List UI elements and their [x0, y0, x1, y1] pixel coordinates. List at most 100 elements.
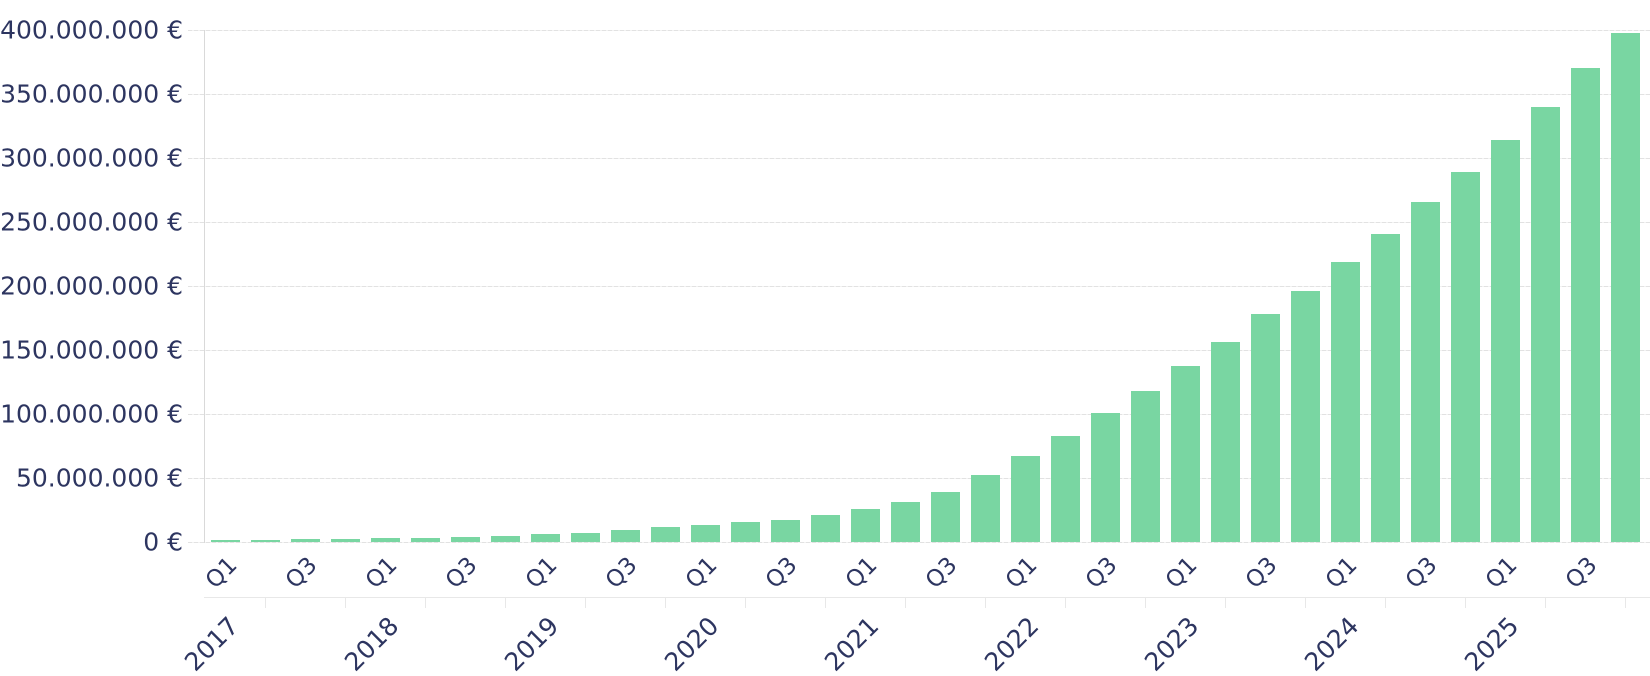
- bar-2024-Q2[interactable]: [1370, 233, 1400, 542]
- bar-2022-Q3[interactable]: [1090, 412, 1120, 542]
- bar-2019-Q2[interactable]: [570, 532, 600, 542]
- year-label: 2024: [1299, 611, 1365, 676]
- y-axis-tick-label: 150.000.000 €: [0, 335, 183, 365]
- bar-2017-Q1[interactable]: [210, 540, 240, 542]
- bar-2021-Q2[interactable]: [890, 502, 920, 542]
- quarter-label: Q3: [1241, 552, 1283, 594]
- bar-2019-Q3[interactable]: [610, 530, 640, 542]
- quarter-label: Q3: [281, 552, 323, 594]
- quarter-label: Q1: [681, 552, 723, 594]
- quarter-label: Q1: [1161, 552, 1203, 594]
- quarter-label: Q3: [1561, 552, 1603, 594]
- year-label: 2020: [659, 611, 725, 676]
- year-axis-tick: [1225, 597, 1226, 608]
- bar-2025-Q3[interactable]: [1570, 67, 1600, 542]
- quarter-label: Q3: [1401, 552, 1443, 594]
- year-axis-tick: [1625, 597, 1626, 608]
- quarter-label: Q3: [1081, 552, 1123, 594]
- quarter-label: Q1: [841, 552, 883, 594]
- y-axis-tick-label: 250.000.000 €: [0, 207, 183, 237]
- bar-2020-Q2[interactable]: [730, 522, 760, 542]
- bar-2025-Q4[interactable]: [1610, 33, 1640, 542]
- y-axis-tick-label: 400.000.000 €: [0, 15, 183, 45]
- bar-2024-Q3[interactable]: [1410, 201, 1440, 542]
- gridline-150000000: [188, 350, 1650, 351]
- bar-2022-Q4[interactable]: [1130, 390, 1160, 542]
- year-label: 2023: [1139, 611, 1205, 676]
- quarter-label: Q1: [1481, 552, 1523, 594]
- y-axis-tick-label: 0 €: [143, 527, 183, 557]
- gridline-250000000: [188, 222, 1650, 223]
- year-axis-tick: [905, 597, 906, 608]
- bar-2018-Q3[interactable]: [450, 536, 480, 542]
- bar-2021-Q4[interactable]: [970, 475, 1000, 542]
- quarter-label: Q3: [761, 552, 803, 594]
- y-axis-tick-label: 50.000.000 €: [16, 463, 183, 493]
- year-axis-tick: [1465, 597, 1466, 608]
- gridline-200000000: [188, 286, 1650, 287]
- year-axis-tick: [1385, 597, 1386, 608]
- year-axis-tick: [345, 597, 346, 608]
- bar-2019-Q4[interactable]: [650, 527, 680, 542]
- year-label: 2025: [1459, 611, 1525, 676]
- quarter-label: Q3: [921, 552, 963, 594]
- bar-2023-Q1[interactable]: [1170, 366, 1200, 542]
- year-axis-line: [204, 597, 1650, 598]
- bar-2023-Q3[interactable]: [1250, 314, 1280, 542]
- year-axis-tick: [745, 597, 746, 608]
- year-axis-tick: [1305, 597, 1306, 608]
- y-axis-tick-label: 350.000.000 €: [0, 79, 183, 109]
- year-axis-tick: [665, 597, 666, 608]
- year-axis-tick: [425, 597, 426, 608]
- bar-2018-Q4[interactable]: [490, 535, 520, 542]
- bar-2022-Q1[interactable]: [1010, 456, 1040, 542]
- gridline-0: [188, 542, 1650, 543]
- bar-2017-Q2[interactable]: [250, 539, 280, 542]
- bar-2023-Q4[interactable]: [1290, 291, 1320, 542]
- year-axis-tick: [1145, 597, 1146, 608]
- bar-2018-Q1[interactable]: [370, 538, 400, 542]
- bar-2020-Q1[interactable]: [690, 524, 720, 542]
- bar-2025-Q2[interactable]: [1530, 107, 1560, 542]
- year-label: 2018: [339, 611, 405, 676]
- gridline-300000000: [188, 158, 1650, 159]
- bar-2021-Q1[interactable]: [850, 508, 880, 542]
- bar-2020-Q4[interactable]: [810, 515, 840, 542]
- y-axis-tick-label: 200.000.000 €: [0, 271, 183, 301]
- bar-2018-Q2[interactable]: [410, 537, 440, 542]
- bar-2022-Q2[interactable]: [1050, 435, 1080, 542]
- bar-2025-Q1[interactable]: [1490, 140, 1520, 542]
- year-axis-tick: [1545, 597, 1546, 608]
- year-label: 2021: [819, 611, 885, 676]
- bar-2017-Q4[interactable]: [330, 538, 360, 542]
- quarter-label: Q3: [601, 552, 643, 594]
- bar-2020-Q3[interactable]: [770, 519, 800, 542]
- gridline-350000000: [188, 94, 1650, 95]
- quarter-label: Q1: [521, 552, 563, 594]
- quarter-label: Q1: [201, 552, 243, 594]
- quarter-label: Q1: [361, 552, 403, 594]
- gridline-400000000: [188, 30, 1650, 31]
- year-axis-tick: [825, 597, 826, 608]
- quarter-label: Q1: [1321, 552, 1363, 594]
- y-axis-tick-label: 100.000.000 €: [0, 399, 183, 429]
- year-label: 2019: [499, 611, 565, 676]
- quarter-label: Q3: [441, 552, 483, 594]
- gridline-100000000: [188, 414, 1650, 415]
- y-axis-tick-label: 300.000.000 €: [0, 143, 183, 173]
- gridline-50000000: [188, 478, 1650, 479]
- year-axis-tick: [505, 597, 506, 608]
- year-axis-tick: [985, 597, 986, 608]
- bar-2021-Q3[interactable]: [930, 492, 960, 542]
- bar-2017-Q3[interactable]: [290, 539, 320, 542]
- y-axis-line: [204, 30, 205, 543]
- bar-2023-Q2[interactable]: [1210, 341, 1240, 542]
- year-label: 2017: [179, 611, 245, 676]
- bar-2019-Q1[interactable]: [530, 534, 560, 542]
- year-axis-tick: [1065, 597, 1066, 608]
- bar-2024-Q1[interactable]: [1330, 261, 1360, 542]
- year-axis-tick: [265, 597, 266, 608]
- bar-2024-Q4[interactable]: [1450, 172, 1480, 542]
- year-axis-tick: [585, 597, 586, 608]
